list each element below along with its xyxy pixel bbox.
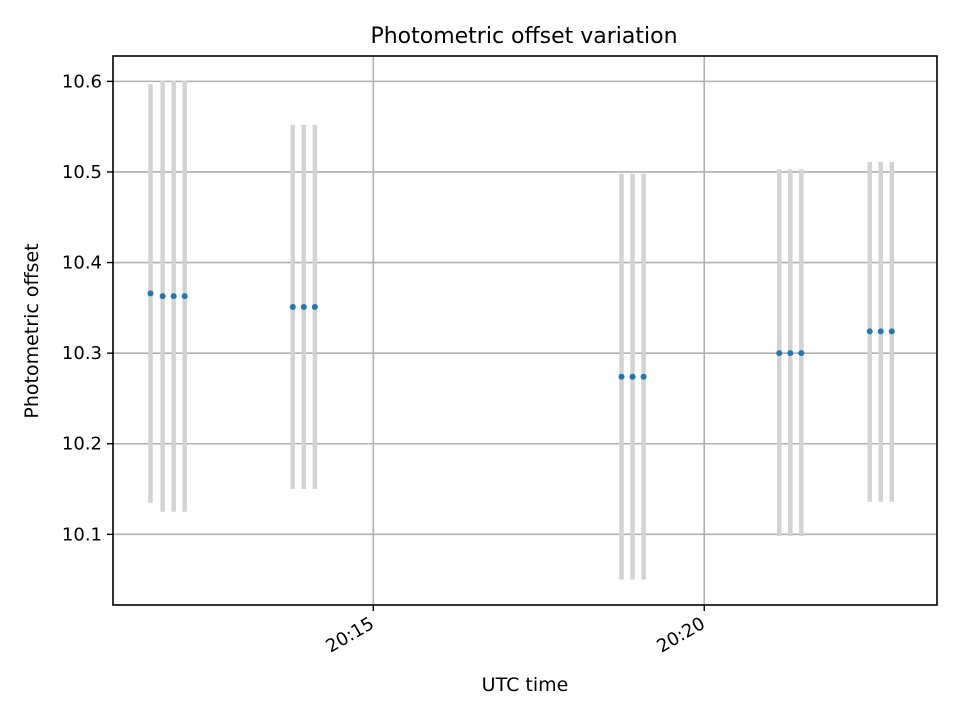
y-tick-label: 10.4 [62, 253, 102, 274]
data-point [300, 303, 307, 310]
data-point [311, 303, 318, 310]
y-tick-label: 10.5 [62, 162, 102, 183]
chart-title: Photometric offset variation [370, 24, 677, 49]
data-point [170, 293, 177, 300]
data-point [787, 350, 794, 357]
data-point [776, 350, 783, 357]
y-axis-ticks: 10.1 10.2 10.3 10.4 10.5 10.6 [62, 71, 113, 545]
data-point [640, 373, 647, 380]
data-point [798, 350, 805, 357]
x-tick-label: 20:20 [653, 613, 708, 657]
y-tick-label: 10.2 [62, 434, 102, 455]
error-bars [148, 80, 895, 580]
data-point [181, 293, 188, 300]
data-point [888, 328, 895, 335]
data-point [147, 290, 154, 297]
plot-frame [112, 55, 938, 606]
data-point [159, 293, 166, 300]
y-tick-label: 10.6 [62, 71, 102, 92]
x-tick-label: 20:15 [322, 613, 377, 657]
data-point [629, 373, 636, 380]
grid [113, 56, 937, 605]
data-point [866, 328, 873, 335]
data-points [147, 290, 895, 380]
data-point [877, 328, 884, 335]
x-axis-ticks: 20:15 20:20 [322, 605, 709, 657]
data-point [618, 373, 625, 380]
y-axis-label: Photometric offset [21, 243, 43, 418]
y-tick-label: 10.1 [62, 524, 102, 545]
x-axis-label: UTC time [482, 674, 569, 696]
y-tick-label: 10.3 [62, 343, 102, 364]
data-point [289, 303, 296, 310]
